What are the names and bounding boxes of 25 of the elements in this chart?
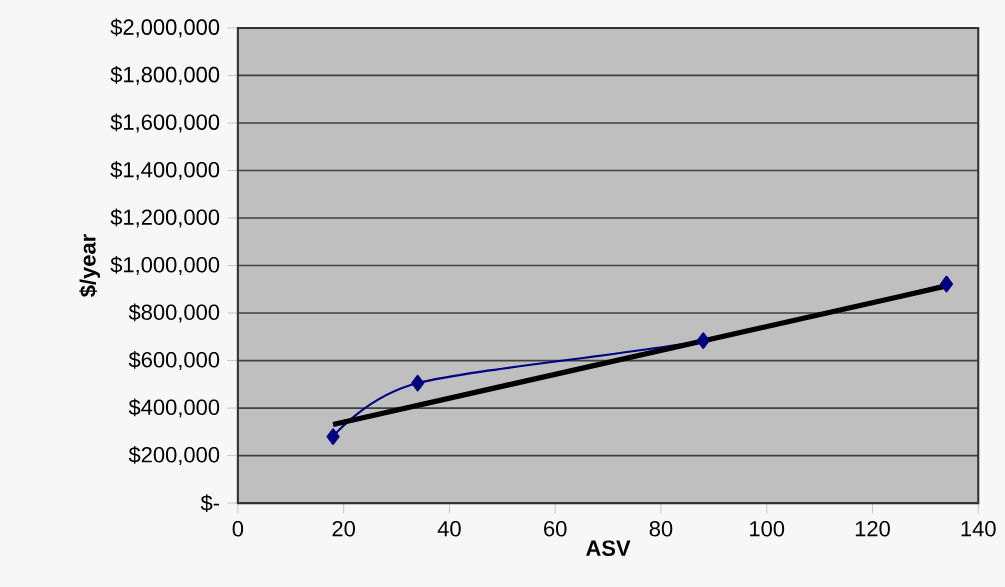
x-tick-label: 0 bbox=[232, 520, 244, 537]
x-tick-label: 40 bbox=[437, 520, 461, 537]
y-axis-title: $/year bbox=[79, 234, 101, 297]
y-tick-label: $200,000 bbox=[128, 446, 220, 466]
x-axis-title: ASV bbox=[586, 540, 631, 556]
y-tick-label: $1,800,000 bbox=[110, 65, 220, 86]
x-tick-label: 60 bbox=[544, 520, 567, 537]
y-tick-label: $2,000,000 bbox=[110, 18, 220, 38]
y-tick-label: $400,000 bbox=[128, 398, 220, 418]
x-tick-label: 140 bbox=[961, 520, 996, 537]
point bbox=[326, 428, 340, 445]
x-tick-label: 120 bbox=[855, 520, 890, 537]
point bbox=[939, 275, 954, 293]
y-tick-label: $600,000 bbox=[128, 351, 220, 371]
y-tick-label: $- bbox=[200, 494, 220, 512]
y-tick-label: $1,600,000 bbox=[110, 113, 220, 133]
y-tick-label: $1,200,000 bbox=[110, 208, 220, 228]
y-tick-label: $1,400,000 bbox=[110, 161, 220, 181]
x-tick-label: 80 bbox=[649, 520, 673, 537]
point bbox=[411, 374, 425, 392]
x-tick-label: 100 bbox=[750, 520, 785, 537]
y-tick-label: $800,000 bbox=[128, 303, 220, 323]
x-tick-label: 20 bbox=[332, 520, 355, 537]
y-tick-label: $1,000,000 bbox=[110, 256, 220, 276]
point bbox=[696, 332, 710, 349]
